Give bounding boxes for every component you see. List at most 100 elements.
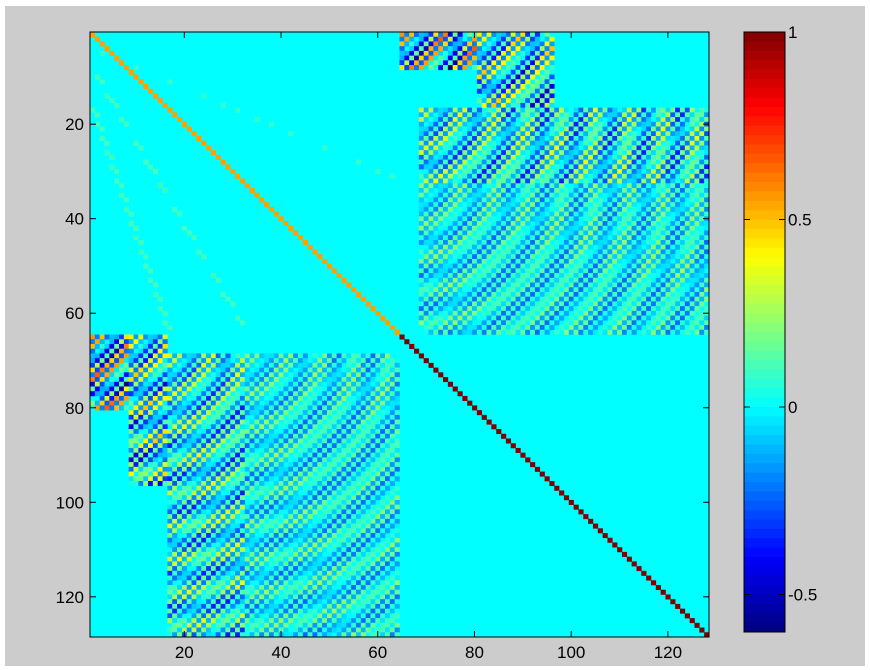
heatmap-cell bbox=[128, 429, 134, 435]
heatmap-cell bbox=[423, 55, 429, 61]
heatmap-cell bbox=[428, 121, 434, 127]
heatmap-cell bbox=[670, 239, 676, 245]
heatmap-cell bbox=[510, 202, 516, 208]
heatmap-cell bbox=[341, 429, 347, 435]
heatmap-cell bbox=[235, 495, 241, 501]
heatmap-cell bbox=[181, 504, 188, 510]
heatmap-cell bbox=[443, 310, 449, 316]
heatmap-cell bbox=[201, 140, 207, 146]
heatmap-cell bbox=[636, 150, 642, 156]
heatmap-cell bbox=[617, 164, 623, 170]
heatmap-cell bbox=[592, 277, 599, 283]
heatmap-cell bbox=[549, 50, 555, 56]
heatmap-cell bbox=[510, 225, 516, 231]
heatmap-cell bbox=[438, 183, 444, 189]
heatmap-cell bbox=[501, 221, 507, 227]
heatmap-cell bbox=[225, 372, 231, 378]
heatmap-cell bbox=[351, 391, 357, 397]
heatmap-cell bbox=[549, 60, 555, 66]
heatmap-cell bbox=[443, 107, 449, 113]
heatmap-cell bbox=[641, 154, 647, 160]
heatmap-cell bbox=[443, 287, 449, 293]
heatmap-cell bbox=[592, 154, 599, 160]
heatmap-cell bbox=[578, 202, 584, 208]
heatmap-cell bbox=[578, 154, 584, 160]
heatmap-cell bbox=[254, 381, 260, 387]
heatmap-cell bbox=[278, 457, 284, 463]
heatmap-cell bbox=[254, 476, 260, 482]
heatmap-cell bbox=[181, 466, 188, 472]
heatmap-cell bbox=[559, 183, 565, 189]
heatmap-cell bbox=[288, 362, 294, 368]
heatmap-cell bbox=[476, 206, 483, 212]
heatmap-cell bbox=[264, 367, 270, 373]
heatmap-cell bbox=[94, 112, 100, 118]
heatmap-cell bbox=[181, 429, 188, 435]
heatmap-cell bbox=[239, 481, 246, 487]
heatmap-cell bbox=[481, 65, 487, 71]
heatmap-cell bbox=[370, 481, 376, 487]
heatmap-cell bbox=[162, 457, 168, 463]
heatmap-cell bbox=[496, 187, 502, 194]
heatmap-cell bbox=[539, 187, 545, 194]
heatmap-cell bbox=[438, 315, 444, 321]
heatmap-cell bbox=[394, 495, 400, 501]
heatmap-cell bbox=[520, 452, 526, 458]
heatmap-cell bbox=[452, 60, 458, 66]
heatmap-cell bbox=[476, 112, 483, 118]
heatmap-cell bbox=[534, 112, 541, 118]
heatmap-cell bbox=[588, 187, 594, 194]
heatmap-cell bbox=[283, 400, 289, 406]
heatmap-cell bbox=[573, 145, 579, 151]
heatmap-cell bbox=[172, 443, 178, 449]
heatmap-cell bbox=[346, 367, 352, 373]
heatmap-cell bbox=[331, 386, 337, 392]
heatmap-cell bbox=[626, 192, 632, 198]
heatmap-cell bbox=[621, 117, 628, 123]
heatmap-cell bbox=[283, 447, 289, 453]
heatmap-cell bbox=[636, 117, 642, 123]
heatmap-cell bbox=[510, 36, 516, 42]
heatmap-cell bbox=[481, 249, 487, 255]
heatmap-cell bbox=[355, 447, 362, 453]
heatmap-cell bbox=[631, 112, 637, 118]
heatmap-cell bbox=[704, 287, 710, 293]
heatmap-cell bbox=[670, 178, 676, 184]
heatmap-cell bbox=[679, 140, 686, 146]
heatmap-cell bbox=[650, 159, 657, 165]
heatmap-cell bbox=[157, 481, 163, 487]
heatmap-cell bbox=[588, 230, 594, 236]
heatmap-cell bbox=[389, 405, 395, 411]
heatmap-cell bbox=[481, 117, 487, 123]
heatmap-cell bbox=[186, 471, 192, 477]
heatmap-cell bbox=[467, 183, 473, 189]
heatmap-cell bbox=[351, 395, 357, 401]
heatmap-cell bbox=[389, 410, 395, 416]
heatmap-cell bbox=[239, 433, 246, 439]
heatmap-cell bbox=[225, 381, 231, 387]
heatmap-cell bbox=[370, 499, 376, 505]
heatmap-cell bbox=[317, 405, 323, 411]
heatmap-cell bbox=[123, 395, 129, 401]
heatmap-cell bbox=[389, 466, 395, 472]
heatmap-cell bbox=[539, 273, 545, 279]
heatmap-cell bbox=[259, 462, 265, 468]
heatmap-cell bbox=[530, 121, 536, 127]
heatmap-cell bbox=[496, 41, 502, 47]
heatmap-cell bbox=[505, 315, 512, 321]
heatmap-cell bbox=[157, 358, 163, 364]
heatmap-cell bbox=[380, 490, 386, 496]
heatmap-cell bbox=[583, 126, 589, 132]
heatmap-cell bbox=[602, 206, 608, 212]
heatmap-cell bbox=[646, 268, 652, 274]
heatmap-cell bbox=[90, 107, 96, 113]
heatmap-cell bbox=[520, 273, 526, 279]
heatmap-cell bbox=[312, 400, 318, 406]
heatmap-cell bbox=[293, 481, 299, 487]
heatmap-cell bbox=[201, 381, 207, 387]
heatmap-cell bbox=[684, 187, 690, 194]
heatmap-cell bbox=[326, 263, 333, 269]
heatmap-cell bbox=[172, 433, 178, 439]
heatmap-cell bbox=[452, 211, 458, 217]
heatmap-cell bbox=[472, 405, 478, 411]
